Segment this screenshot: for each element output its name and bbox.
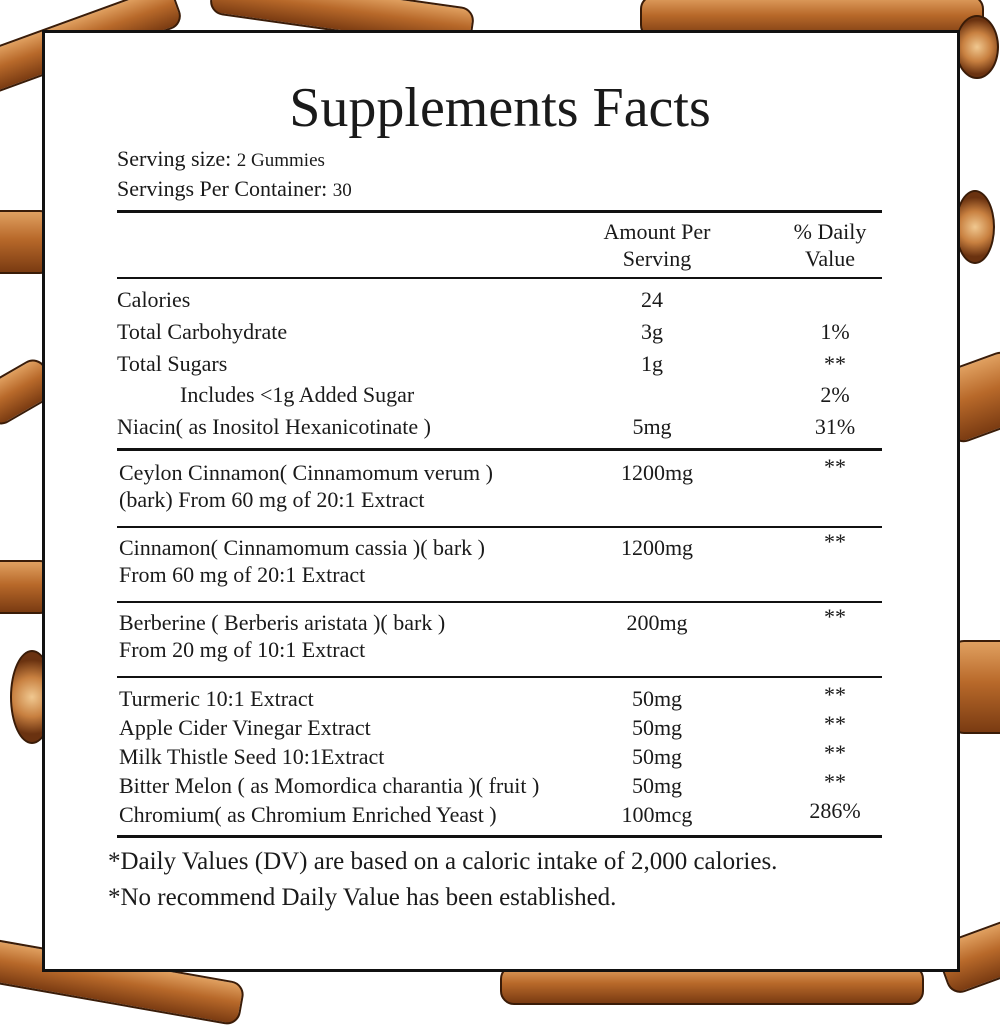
ingredient-dv: **	[824, 711, 846, 736]
ingredient-dv: 286%	[809, 798, 861, 823]
nutrient-name: Total Carbohydrate	[117, 319, 288, 344]
servings-label: Servings Per Container:	[117, 176, 328, 201]
amount-header: Amount Per Serving	[603, 219, 711, 271]
ingredient-dv: **	[824, 529, 846, 554]
nutrient-dv: 1%	[820, 319, 850, 344]
divider	[117, 526, 882, 528]
serving-size-value: 2 Gummies	[236, 150, 325, 171]
footnote: *No recommend Daily Value has been estab…	[108, 884, 617, 911]
nutrient-amount: 1g	[641, 351, 663, 376]
nutrient-amount: 5mg	[632, 414, 672, 439]
nutrient-amount: 3g	[641, 319, 663, 344]
divider	[117, 448, 882, 451]
ingredient-name: Apple Cider Vinegar Extract	[119, 715, 371, 740]
page-title: Supplements Facts	[289, 77, 711, 139]
nutrient-dv: **	[824, 351, 846, 376]
ingredient-dv: **	[824, 769, 846, 794]
divider	[117, 601, 882, 603]
ingredient-name: Chromium( as Chromium Enriched Yeast )	[119, 802, 497, 827]
nutrient-name: Total Sugars	[117, 351, 228, 376]
nutrient-name: Calories	[117, 287, 191, 312]
ingredient-source: From 20 mg of 10:1 Extract	[119, 637, 366, 662]
nutrient-dv: 2%	[820, 382, 850, 407]
ingredient-amount: 100mcg	[621, 802, 693, 827]
ingredient-dv: **	[824, 454, 846, 479]
nutrient-dv: 31%	[814, 414, 856, 439]
ingredient-name: Berberine ( Berberis aristata )( bark )	[119, 610, 446, 635]
ingredient-amount: 50mg	[631, 686, 683, 711]
ingredient-amount: 50mg	[631, 773, 683, 798]
divider	[117, 210, 882, 213]
divider	[117, 277, 882, 279]
ingredient-source: (bark) From 60 mg of 20:1 Extract	[119, 487, 425, 512]
ingredient-name: Turmeric 10:1 Extract	[119, 686, 314, 711]
ingredient-source: From 60 mg of 20:1 Extract	[119, 562, 366, 587]
ingredient-amount: 200mg	[626, 610, 688, 635]
nutrient-amount: 24	[641, 287, 663, 312]
ingredient-amount: 50mg	[631, 715, 683, 740]
divider	[117, 835, 882, 838]
ingredient-name: Ceylon Cinnamon( Cinnamomum verum )	[119, 460, 493, 485]
ingredient-dv: **	[824, 604, 846, 629]
ingredient-dv: **	[824, 682, 846, 707]
ingredient-amount: 1200mg	[620, 535, 694, 560]
footnote: *Daily Values (DV) are based on a calori…	[108, 848, 778, 875]
ingredient-name: Bitter Melon ( as Momordica charantia )(…	[119, 773, 540, 798]
servings-per-container: Servings Per Container: 30	[117, 176, 352, 202]
ingredient-name: Cinnamon( Cinnamomum cassia )( bark )	[119, 535, 485, 560]
dv-header: % Daily Value	[793, 219, 867, 271]
servings-value: 30	[332, 180, 352, 201]
ingredient-dv: **	[824, 740, 846, 765]
serving-size: Serving size: 2 Gummies	[117, 146, 325, 172]
label-panel	[42, 30, 960, 972]
divider	[117, 676, 882, 678]
nutrient-name: Niacin( as Inositol Hexanicotinate )	[117, 414, 432, 439]
ingredient-amount: 50mg	[631, 744, 683, 769]
ingredient-amount: 1200mg	[620, 460, 694, 485]
serving-size-label: Serving size:	[117, 146, 232, 171]
nutrient-name: Includes <1g Added Sugar	[180, 382, 415, 407]
ingredient-name: Milk Thistle Seed 10:1Extract	[119, 744, 385, 769]
